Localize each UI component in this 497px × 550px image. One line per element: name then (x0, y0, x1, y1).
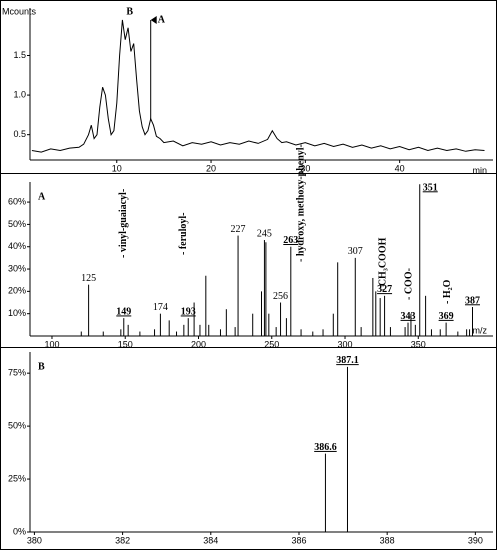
x-tick-label: 20 (206, 163, 216, 173)
peak-label: 149 (116, 306, 131, 317)
x-tick-label: 250 (264, 339, 279, 349)
peak-label: 307 (348, 246, 363, 257)
y-tick-label: 30% (8, 263, 26, 273)
x-axis-label: min (472, 165, 487, 175)
peak-label: 386.6 (314, 442, 337, 453)
y-tick-label: 10% (8, 308, 26, 318)
peak-label: 256 (273, 291, 288, 302)
peak-label: 227 (231, 224, 246, 235)
x-tick-label: 384 (203, 535, 218, 545)
x-tick-label: 100 (44, 339, 59, 349)
x-tick-label: 382 (115, 535, 130, 545)
annotation: B (126, 6, 133, 17)
peak-label: 343 (401, 311, 416, 322)
x-tick-label: 300 (338, 339, 353, 349)
y-tick-label: 0% (13, 526, 26, 536)
x-tick-label: 10 (112, 163, 122, 173)
y-tick-label: 40% (8, 241, 26, 251)
peak-label: 125 (81, 273, 96, 284)
y-tick-label: 50% (8, 420, 26, 430)
y-tick-label: 50% (8, 219, 26, 229)
x-tick-label: 150 (118, 339, 133, 349)
annotation-arrowhead (150, 16, 157, 24)
y-tick-label: 1.5 (13, 50, 26, 60)
fragment-label: - H₂O (442, 279, 453, 304)
x-tick-label: 350 (411, 339, 426, 349)
panel-label: B (38, 361, 45, 372)
peak-label: 174 (153, 302, 168, 313)
annotation: A (158, 14, 166, 25)
fragment-label: - COO- (404, 268, 415, 300)
peak-label: 327 (377, 284, 392, 295)
peak-label: 387.1 (336, 355, 359, 366)
fragment-label: - hydroxy, methoxy-phenyl- (295, 144, 306, 262)
chromatogram-line (31, 19, 485, 153)
fragment-label: - vinyl-guaiacyl- (118, 189, 129, 258)
y-axis-label: Mcounts (2, 6, 37, 16)
fragment-label: - CH₃COOH (377, 237, 388, 292)
x-tick-label: 40 (395, 163, 405, 173)
peak-label: 263 (283, 235, 298, 246)
peak-label: 193 (181, 306, 196, 317)
peak-label: 387 (465, 295, 480, 306)
x-tick-label: 386 (291, 535, 306, 545)
peak-label: 351 (423, 182, 438, 193)
y-tick-label: 60% (8, 196, 26, 206)
y-tick-label: 25% (8, 473, 26, 483)
y-tick-label: 1.0 (13, 89, 26, 99)
y-tick-label: 75% (8, 368, 26, 378)
x-tick-label: 388 (380, 535, 395, 545)
y-tick-label: 0.5 (13, 129, 26, 139)
x-tick-label: 380 (27, 535, 42, 545)
peak-label: 245 (257, 228, 272, 239)
y-tick-label: 20% (8, 286, 26, 296)
peak-label: 369 (439, 311, 454, 322)
x-tick-label: 390 (468, 535, 483, 545)
x-tick-label: 200 (191, 339, 206, 349)
fragment-label: - feruloyl- (178, 213, 189, 256)
x-axis-label: m/z (473, 325, 488, 335)
x-tick-label: 30 (300, 163, 310, 173)
panel-label: A (38, 191, 46, 202)
